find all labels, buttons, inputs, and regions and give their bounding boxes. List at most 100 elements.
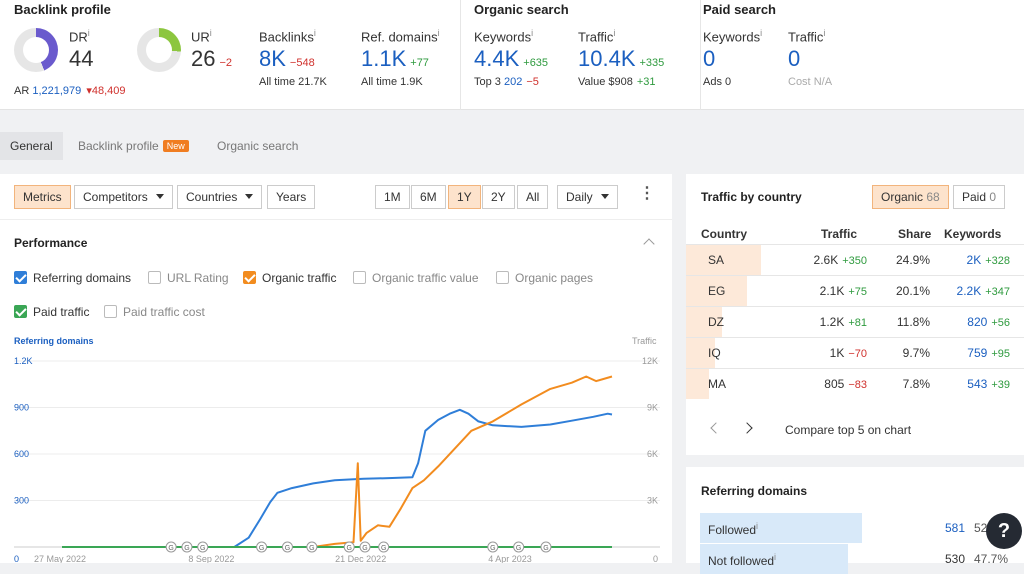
section-title-backlink-profile: Backlink profile <box>14 2 111 17</box>
checkbox-organic-traffic[interactable]: Organic traffic <box>243 271 336 285</box>
range-6m[interactable]: 6M <box>411 185 446 209</box>
info-icon[interactable]: i <box>313 28 316 38</box>
organic-toggle[interactable]: Organic 68 <box>872 185 949 209</box>
paid-traffic-value[interactable]: 0 <box>788 46 801 72</box>
checkbox-organic-pages[interactable]: Organic pages <box>496 271 593 285</box>
metrics-button[interactable]: Metrics <box>14 185 71 209</box>
backlinks-metric[interactable]: Backlinksi 8K −548 All time 21.7K <box>259 28 327 88</box>
backlink-profile-section: Backlink profile DRi 44 URi 26 −2 AR 1,22… <box>0 0 459 110</box>
right-axis-label: Traffic <box>632 336 657 346</box>
checkbox-paid-traffic[interactable]: Paid traffic <box>14 305 89 319</box>
table-row[interactable]: IQ 1K −70 9.7% 759 +95 <box>686 337 1024 368</box>
checkbox-paid-traffic-cost[interactable]: Paid traffic cost <box>104 305 205 319</box>
table-row[interactable]: DZ 1.2K +81 11.8% 820 +56 <box>686 306 1024 337</box>
organic-keywords-label: Keywords <box>474 29 532 45</box>
ads-label: Ads <box>703 76 722 89</box>
info-icon[interactable]: i <box>774 552 777 562</box>
chevron-left-icon[interactable] <box>710 422 722 434</box>
checkbox-icon <box>496 271 509 284</box>
info-icon[interactable]: i <box>209 28 212 38</box>
tab-backlink-profile[interactable]: Backlink profile New <box>68 132 199 160</box>
years-button[interactable]: Years <box>267 185 316 209</box>
help-button[interactable]: ? <box>986 513 1022 549</box>
info-icon[interactable]: i <box>613 28 616 38</box>
top3-value[interactable]: 202 <box>503 76 523 89</box>
paid-traffic-metric[interactable]: Traffici 0 Cost N/A <box>788 28 832 88</box>
organic-keywords-delta: +635 <box>523 57 549 70</box>
not-followed-value[interactable]: 530 <box>945 552 966 566</box>
organic-traffic-value[interactable]: 10.4K <box>578 46 636 72</box>
organic-keywords-value[interactable]: 4.4K <box>474 46 520 72</box>
checkbox-referring-domains[interactable]: Referring domains <box>14 271 131 285</box>
col-traffic[interactable]: Traffic <box>821 227 858 241</box>
table-row[interactable]: MA 805 −83 7.8% 543 +39 <box>686 368 1024 399</box>
paid-toggle[interactable]: Paid 0 <box>953 185 1006 209</box>
google-update-marker <box>165 541 177 553</box>
performance-title: Performance <box>14 236 88 250</box>
competitors-dropdown[interactable]: Competitors <box>74 185 173 209</box>
range-all[interactable]: All <box>517 185 549 209</box>
cost-value: N/A <box>813 76 833 89</box>
table-row[interactable]: SA 2.6K +350 24.9% 2K +328 <box>686 244 1024 275</box>
tab-organic-search[interactable]: Organic search <box>217 139 299 153</box>
more-options-icon[interactable]: ⋮ <box>639 185 655 202</box>
checkbox-organic-traffic-value[interactable]: Organic traffic value <box>353 271 479 285</box>
info-icon[interactable]: i <box>437 28 440 38</box>
google-update-label: G <box>362 545 367 552</box>
info-icon[interactable]: i <box>760 28 763 38</box>
compare-top5-link[interactable]: Compare top 5 on chart <box>785 423 912 437</box>
traffic-by-country-panel: Traffic by country Organic 68 Paid 0 Cou… <box>686 174 1024 455</box>
organic-traffic-metric[interactable]: Traffici 10.4K +335 Value $908 +31 <box>578 28 664 88</box>
ads-value: 0 <box>725 76 732 89</box>
ref-domains-value[interactable]: 1.1K <box>361 46 407 72</box>
paid-keywords-value[interactable]: 0 <box>703 46 716 72</box>
checkbox-url-rating[interactable]: URL Rating <box>148 271 229 285</box>
ar-metric[interactable]: AR 1,221,979 ▾48,409 <box>14 84 126 97</box>
checkbox-icon <box>14 271 27 284</box>
info-icon[interactable]: i <box>87 28 90 38</box>
interval-dropdown[interactable]: Daily <box>557 185 618 209</box>
left-tick-label: 0 <box>14 554 19 563</box>
google-update-marker <box>197 541 209 553</box>
country-share: 24.9% <box>895 253 930 267</box>
divider <box>0 219 672 220</box>
organic-keywords-metric[interactable]: Keywordsi 4.4K +635 Top 3 202 −5 <box>474 28 548 88</box>
ur-metric[interactable]: URi 26 −2 <box>191 28 232 72</box>
table-row[interactable]: EG 2.1K +75 20.1% 2.2K +347 <box>686 275 1024 306</box>
table-row[interactable]: Followedi 581 52.3% <box>700 513 1024 543</box>
paid-keywords-metric[interactable]: Keywordsi 0 Ads 0 <box>703 28 762 88</box>
country-code[interactable]: EG <box>708 284 726 298</box>
chevron-right-icon[interactable] <box>741 422 753 434</box>
followed-value[interactable]: 581 <box>945 521 966 535</box>
country-code[interactable]: SA <box>708 253 725 267</box>
col-keywords[interactable]: Keywords <box>944 227 1002 241</box>
backlinks-value[interactable]: 8K <box>259 46 286 72</box>
range-2y[interactable]: 2Y <box>482 185 515 209</box>
metrics-strip: Backlink profile DRi 44 URi 26 −2 AR 1,22… <box>0 0 1024 110</box>
info-icon[interactable]: i <box>756 521 759 531</box>
backlinks-delta: −548 <box>289 57 315 70</box>
col-country[interactable]: Country <box>701 227 747 241</box>
country-code[interactable]: IQ <box>708 346 721 360</box>
google-update-marker <box>540 541 552 553</box>
ref-domains-delta: +77 <box>410 57 429 70</box>
table-row[interactable]: Not followedi 530 47.7% <box>700 544 1024 574</box>
top3-label: Top 3 <box>474 76 501 89</box>
ur-label: UR <box>191 29 210 45</box>
chevron-up-icon[interactable] <box>643 238 655 250</box>
country-code[interactable]: DZ <box>708 315 724 329</box>
range-1y[interactable]: 1Y <box>448 185 481 209</box>
google-update-label: G <box>543 545 548 552</box>
country-code[interactable]: MA <box>708 377 726 391</box>
ref-domains-metric[interactable]: Ref. domainsi 1.1K +77 All time 1.9K <box>361 28 440 88</box>
country-traffic: 2.6K +350 <box>813 253 867 267</box>
countries-dropdown[interactable]: Countries <box>177 185 263 209</box>
google-update-marker <box>256 541 268 553</box>
info-icon[interactable]: i <box>531 28 534 38</box>
dr-metric[interactable]: DRi 44 <box>69 28 93 72</box>
range-1m[interactable]: 1M <box>375 185 410 209</box>
col-share[interactable]: Share <box>898 227 932 241</box>
info-icon[interactable]: i <box>823 28 826 38</box>
tab-general[interactable]: General <box>0 132 63 160</box>
performance-chart[interactable]: 0 0 300 3K 600 6K 900 9K 1.2K 12K 27 May 2022 8 Sep… <box>0 344 672 563</box>
